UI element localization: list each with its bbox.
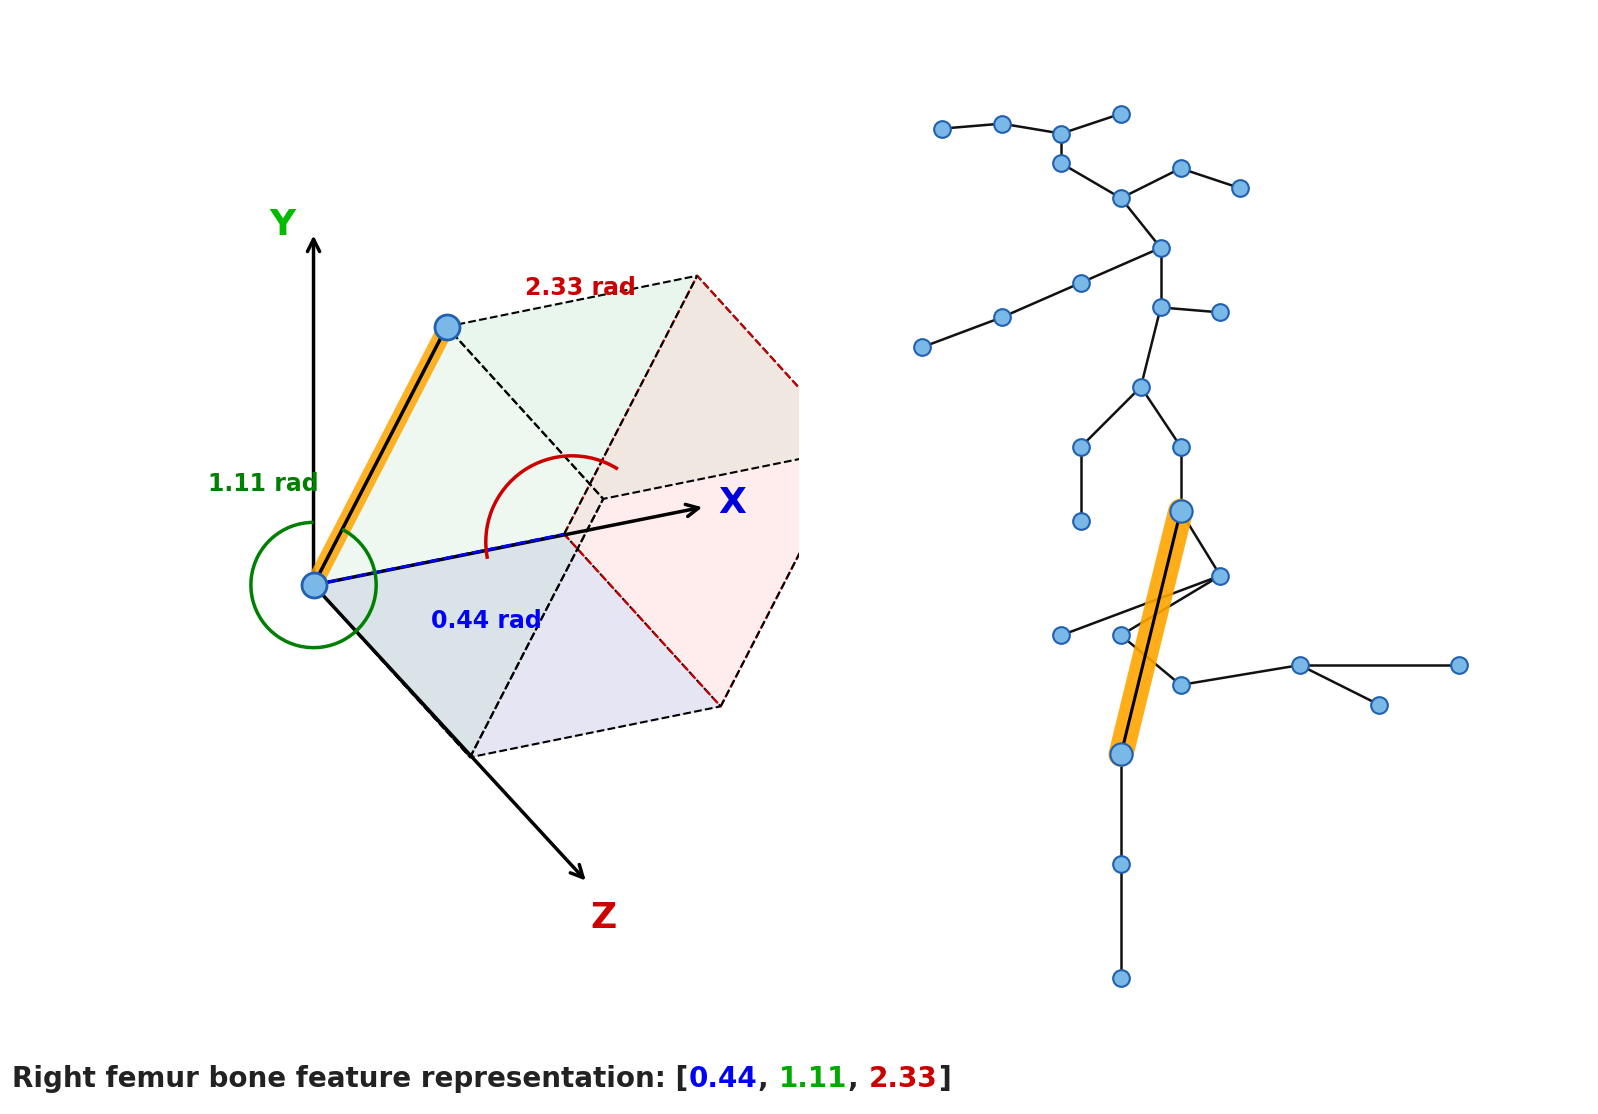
Text: X: X	[719, 486, 746, 520]
Text: 0.44: 0.44	[689, 1065, 757, 1093]
Text: Y: Y	[268, 208, 296, 242]
Polygon shape	[564, 276, 853, 706]
Text: ,: ,	[847, 1065, 868, 1093]
Text: ,: ,	[757, 1065, 778, 1093]
Polygon shape	[313, 534, 721, 758]
Text: 0.44 rad: 0.44 rad	[431, 609, 542, 633]
Text: Right femur bone feature representation: [: Right femur bone feature representation:…	[13, 1065, 689, 1093]
Text: Z: Z	[590, 901, 617, 935]
Text: ]: ]	[938, 1065, 951, 1093]
Text: 1.11 rad: 1.11 rad	[208, 472, 318, 496]
Polygon shape	[313, 326, 604, 758]
Text: 2.33 rad: 2.33 rad	[524, 276, 636, 301]
Text: 1.11: 1.11	[778, 1065, 847, 1093]
Polygon shape	[447, 276, 853, 499]
Text: 2.33: 2.33	[868, 1065, 936, 1093]
